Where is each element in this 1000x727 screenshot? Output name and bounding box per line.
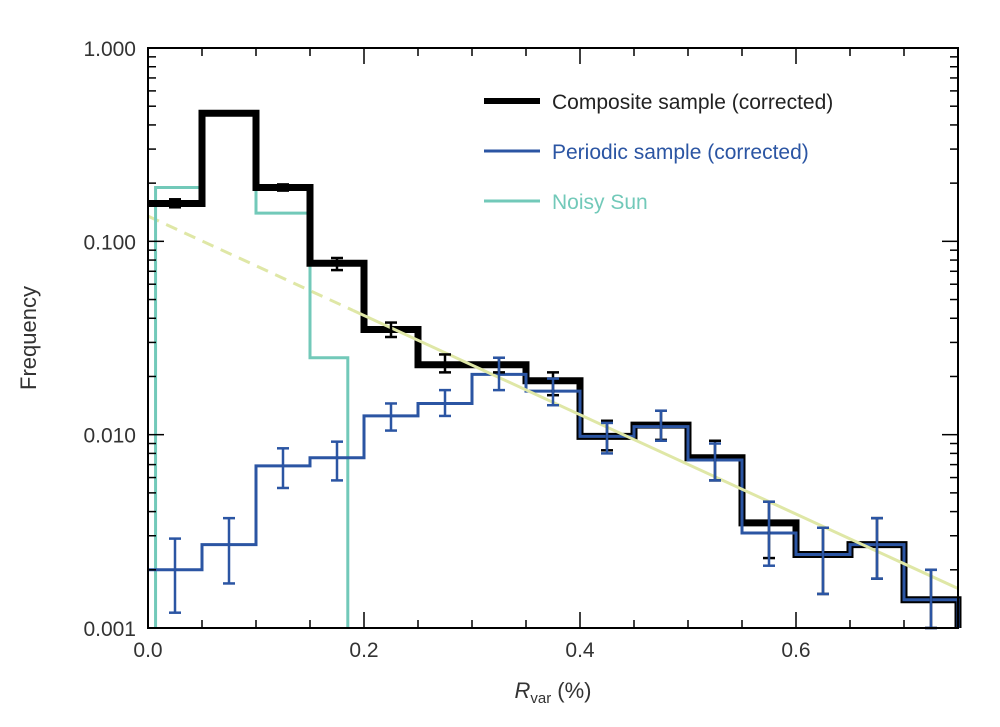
error-bar-composite	[331, 256, 343, 272]
error-bar-composite	[169, 198, 181, 209]
y-tick-label: 0.001	[83, 618, 136, 641]
x-axis-label-main: R	[515, 678, 531, 703]
error-bar-composite	[439, 353, 451, 374]
error-bar-periodic	[655, 409, 667, 443]
x-axis-label-unit: (%)	[557, 678, 591, 703]
fit-line-dashed	[147, 214, 354, 312]
x-axis-label: Rvar (%)	[515, 678, 592, 707]
x-tick-label: 0.6	[781, 639, 810, 662]
plot-marks	[147, 109, 962, 630]
error-bar-periodic	[493, 356, 505, 392]
error-bar-periodic	[871, 516, 883, 580]
y-tick-label: 0.100	[83, 231, 136, 254]
series-noisy-sun	[154, 111, 350, 628]
x-tick-label: 0.2	[349, 639, 378, 662]
x-tick-label: 0.4	[565, 639, 595, 662]
x-tick-labels: 0.0 0.2 0.4 0.6	[133, 639, 810, 662]
error-bar-periodic	[385, 402, 397, 432]
legend-label-periodic: Periodic sample (corrected)	[552, 141, 809, 164]
error-bar-composite	[223, 111, 235, 116]
error-bar-periodic	[277, 447, 289, 490]
y-tick-label: 0.010	[83, 425, 136, 448]
error-bar-periodic	[223, 516, 235, 585]
plot-frame	[147, 47, 959, 629]
error-bar-periodic	[709, 442, 721, 482]
x-tick-label: 0.0	[133, 639, 162, 662]
fit-line-solid	[352, 309, 959, 590]
error-bar-periodic	[169, 537, 181, 614]
series-periodic	[148, 372, 960, 628]
error-bar-periodic	[763, 500, 775, 567]
error-bar-periodic	[439, 388, 451, 418]
error-bar-periodic	[601, 421, 613, 455]
error-bar-periodic	[331, 440, 343, 482]
error-bar-composite	[277, 183, 289, 192]
legend-label-noisy-sun: Noisy Sun	[552, 191, 648, 214]
axis-ticks	[147, 48, 959, 629]
error-bar-periodic	[817, 526, 829, 596]
y-axis-label: Frequency	[16, 286, 41, 390]
legend: Composite sample (corrected) Periodic sa…	[484, 91, 833, 214]
y-tick-label: 1.000	[83, 38, 136, 61]
error-bar-composite	[385, 321, 397, 339]
error-bar-periodic	[547, 377, 559, 407]
y-tick-labels: 1.000 0.100 0.010 0.001	[83, 38, 136, 641]
x-axis-label-subscript: var	[530, 690, 551, 707]
legend-label-composite: Composite sample (corrected)	[552, 91, 833, 114]
